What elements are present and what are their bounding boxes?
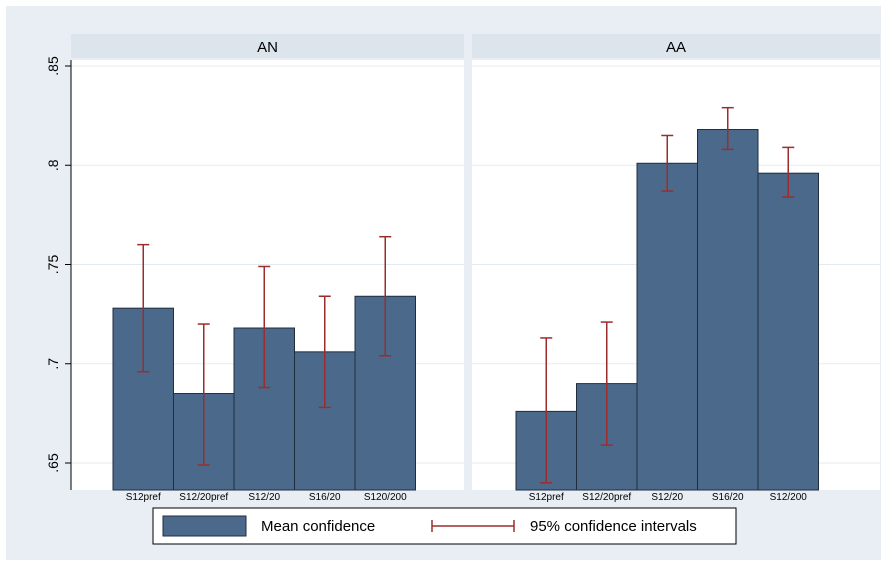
bar	[757, 172, 819, 491]
y-tick-label: .7	[45, 358, 61, 370]
x-tick-label: S16/20	[712, 492, 744, 503]
legend-bar-swatch	[162, 515, 247, 537]
panel-title: AN	[257, 39, 278, 56]
y-tick-label: .85	[45, 56, 61, 76]
y-axis: .65 .7 .75 .8 .85	[45, 56, 72, 490]
legend: Mean confidence 95% confidence intervals	[152, 507, 737, 545]
panel-header	[71, 34, 464, 58]
legend-bar-label: Mean confidence	[261, 518, 375, 535]
x-tick-label: S12/20	[651, 492, 683, 503]
bar	[636, 162, 698, 491]
y-tick-label: .65	[45, 453, 61, 473]
panel-an: AN S12pref S12/20pref S12/20 S16/20 S120/200	[71, 34, 464, 503]
x-tick-label: S16/20	[309, 492, 341, 503]
x-tick-label: S12/200	[770, 492, 808, 503]
x-tick-label: S12pref	[126, 492, 161, 503]
panel-title: AA	[666, 39, 686, 56]
x-tick-label: S12/20pref	[582, 492, 631, 503]
x-tick-label: S12/20pref	[179, 492, 228, 503]
y-tick-label: .8	[45, 159, 61, 171]
bar	[697, 129, 759, 491]
y-tick-label: .75	[45, 255, 61, 275]
x-tick-label: S12/20	[248, 492, 280, 503]
legend-ci-label: 95% confidence intervals	[530, 518, 697, 535]
x-tick-label: S120/200	[364, 492, 407, 503]
x-tick-label: S12pref	[529, 492, 564, 503]
panel-header	[472, 34, 880, 58]
panel-aa: AA S12pref S12/20pref S12/20 S16/20 S12/200	[472, 34, 880, 503]
